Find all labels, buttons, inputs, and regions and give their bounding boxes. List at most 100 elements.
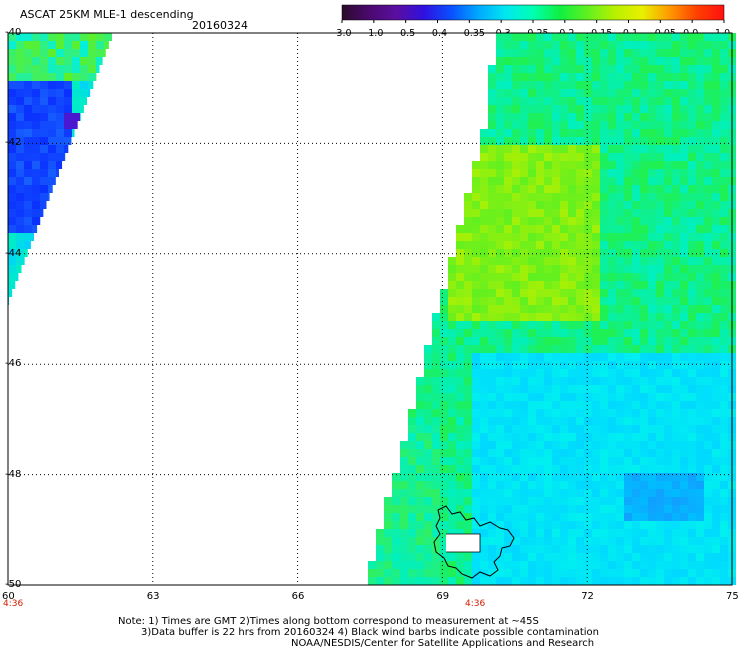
swath-cell <box>456 473 464 481</box>
swath-cell <box>608 569 616 577</box>
swath-cell <box>496 41 504 49</box>
swath-cell <box>424 345 432 353</box>
swath-cell <box>568 417 576 425</box>
swath-cell <box>560 329 568 337</box>
swath-cell <box>496 385 504 393</box>
swath-cell <box>552 329 560 337</box>
swath-cell <box>624 521 632 529</box>
swath-cell <box>680 425 688 433</box>
swath-cell <box>720 569 728 577</box>
swath-cell <box>656 329 664 337</box>
swath-cell <box>608 345 616 353</box>
swath-cell <box>496 569 504 577</box>
swath-cell <box>656 393 664 401</box>
swath-cell <box>544 249 552 257</box>
swath-cell <box>624 121 632 129</box>
swath-cell <box>472 409 480 417</box>
swath-cell <box>16 105 24 113</box>
swath-cell <box>640 497 648 505</box>
swath-cell <box>480 289 488 297</box>
latitude-label: -42 <box>5 137 22 149</box>
swath-cell <box>376 553 384 561</box>
swath-cell <box>48 129 56 137</box>
swath-cell <box>536 161 544 169</box>
swath-cell <box>712 257 720 265</box>
swath-cell <box>576 393 584 401</box>
swath-cell <box>600 177 608 185</box>
swath-cell <box>488 257 496 265</box>
swath-cell <box>712 297 720 305</box>
swath-cell <box>632 329 640 337</box>
swath-cell <box>560 97 568 105</box>
swath-cell <box>696 313 704 321</box>
swath-cell <box>664 329 672 337</box>
swath-cell <box>720 249 728 257</box>
swath-cell <box>568 553 576 561</box>
swath-cell <box>520 225 528 233</box>
swath-cell <box>488 105 496 113</box>
swath-cell <box>432 473 440 481</box>
swath-cell <box>656 201 664 209</box>
swath-cell <box>424 401 432 409</box>
swath-cell <box>720 329 728 337</box>
swath-cell <box>440 417 448 425</box>
swath-cell <box>600 105 608 113</box>
swath-cell <box>520 249 528 257</box>
swath-cell <box>544 553 552 561</box>
swath-cell <box>624 329 632 337</box>
swath-cell <box>432 441 440 449</box>
swath-cell <box>600 377 608 385</box>
swath-cell <box>696 529 704 537</box>
swath-cell <box>8 201 16 209</box>
swath-cell <box>592 337 600 345</box>
swath-cell <box>584 65 592 73</box>
swath-cell <box>568 377 576 385</box>
swath-cell <box>656 273 664 281</box>
swath-cell <box>448 361 456 369</box>
swath-cell <box>648 433 656 441</box>
swath-cell <box>720 313 728 321</box>
swath-cell <box>704 457 712 465</box>
swath-cell <box>488 193 496 201</box>
swath-cell <box>544 161 552 169</box>
swath-cell <box>632 561 640 569</box>
swath-cell <box>488 89 496 97</box>
swath-cell <box>696 489 704 497</box>
swath-cell <box>584 369 592 377</box>
swath-cell <box>600 457 608 465</box>
swath-cell <box>680 281 688 289</box>
swath-cell <box>608 489 616 497</box>
swath-cell <box>624 217 632 225</box>
swath-cell <box>496 473 504 481</box>
swath-cell <box>720 137 728 145</box>
swath-cell <box>576 121 584 129</box>
swath-cell <box>720 297 728 305</box>
swath-cell <box>544 185 552 193</box>
swath-cell <box>472 185 480 193</box>
swath-cell <box>488 161 496 169</box>
swath-cell <box>32 81 40 89</box>
swath-cell <box>408 529 416 537</box>
swath-cell <box>688 65 696 73</box>
swath-cell <box>440 337 448 345</box>
swath-cell <box>416 481 424 489</box>
swath-cell <box>616 473 624 481</box>
swath-cell <box>640 385 648 393</box>
swath-cell <box>576 81 584 89</box>
swath-cell <box>456 449 464 457</box>
swath-cell <box>432 401 440 409</box>
swath-cell <box>640 577 648 585</box>
swath-cell <box>600 385 608 393</box>
swath-cell <box>672 537 680 545</box>
swath-cell <box>568 105 576 113</box>
swath-cell <box>536 185 544 193</box>
swath-cell <box>24 105 32 113</box>
swath-cell <box>592 329 600 337</box>
swath-cell <box>672 241 680 249</box>
swath-cell <box>688 409 696 417</box>
swath-cell <box>456 385 464 393</box>
swath-cell <box>512 273 520 281</box>
swath-cell <box>456 561 464 569</box>
swath-cell <box>680 305 688 313</box>
swath-cell <box>552 361 560 369</box>
